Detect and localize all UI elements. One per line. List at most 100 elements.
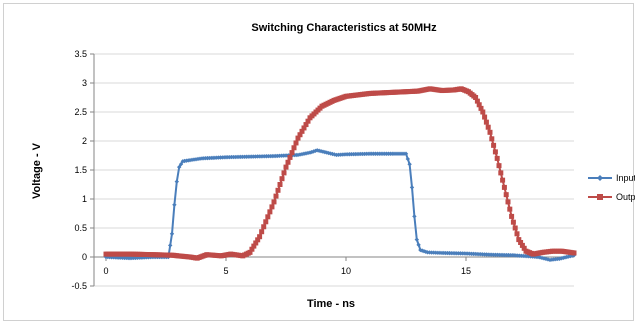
data-point — [277, 182, 283, 187]
data-point — [169, 231, 175, 236]
data-point — [174, 179, 179, 184]
data-point — [271, 199, 277, 205]
data-point — [487, 129, 493, 135]
x-tick-label: 10 — [341, 266, 351, 276]
data-point — [571, 250, 577, 256]
legend: Input Output — [588, 173, 635, 202]
data-point — [257, 234, 263, 240]
legend-marker-output — [597, 194, 603, 200]
chart-title: Switching Characteristics at 50MHz — [251, 22, 437, 34]
plot-area — [103, 86, 577, 263]
data-point — [570, 253, 575, 258]
data-point — [496, 163, 502, 169]
data-point — [566, 254, 571, 259]
data-point — [483, 119, 489, 125]
data-point — [509, 213, 515, 219]
y-tick-label: 1 — [82, 194, 87, 204]
data-point — [285, 159, 291, 165]
data-point — [519, 242, 525, 248]
x-tick-label: 5 — [223, 266, 228, 276]
data-point — [414, 237, 419, 242]
data-point — [514, 231, 520, 237]
data-point — [287, 154, 293, 160]
data-point — [249, 246, 255, 252]
data-point — [191, 157, 197, 162]
data-point — [409, 185, 415, 190]
data-point — [275, 187, 281, 193]
y-tick-label: 0.5 — [74, 223, 87, 233]
data-point — [283, 164, 289, 170]
data-point — [330, 151, 335, 157]
data-point — [521, 245, 527, 251]
data-point — [172, 202, 177, 207]
data-point — [489, 136, 495, 142]
data-point — [494, 155, 500, 161]
data-point — [559, 256, 564, 261]
data-point — [485, 124, 491, 130]
data-point — [281, 170, 287, 176]
data-point — [423, 249, 428, 254]
y-tick-label: 2.5 — [74, 107, 87, 117]
x-tick-label: 0 — [103, 266, 108, 276]
data-point — [405, 156, 410, 162]
x-tick-labels: 0 5 10 15 — [103, 266, 471, 276]
data-point — [273, 193, 279, 199]
data-point — [305, 118, 311, 124]
data-point — [297, 132, 303, 138]
y-axis-label: Voltage - V — [31, 142, 43, 199]
data-point — [474, 98, 480, 104]
y-tick-label: 0 — [82, 252, 87, 262]
data-point — [267, 209, 273, 215]
data-point — [197, 156, 203, 161]
series-output — [103, 86, 577, 261]
data-point — [279, 176, 285, 182]
data-point — [498, 170, 504, 176]
data-point — [247, 249, 253, 255]
data-point — [503, 192, 509, 198]
data-point — [168, 243, 173, 248]
data-point — [259, 229, 265, 235]
data-point — [482, 114, 488, 120]
data-point — [518, 240, 524, 245]
data-point — [295, 135, 301, 141]
data-point — [299, 151, 305, 157]
data-point — [500, 177, 506, 183]
data-point — [291, 145, 297, 151]
data-point — [189, 157, 195, 163]
data-point — [505, 199, 511, 205]
data-point — [265, 214, 271, 220]
data-point — [557, 256, 562, 261]
data-point — [516, 237, 522, 243]
data-point — [416, 242, 421, 248]
legend-marker-input — [597, 175, 603, 181]
data-point — [305, 150, 311, 156]
data-point — [403, 151, 409, 156]
y-tick-label: 2 — [82, 136, 87, 146]
data-point — [412, 214, 417, 219]
data-point — [407, 162, 412, 167]
data-point — [178, 162, 184, 167]
data-point — [561, 255, 566, 261]
legend-label-output: Output — [616, 192, 635, 202]
chart-svg: Switching Characteristics at 50MHz -0.5 0… — [31, 22, 635, 310]
y-tick-label: 1.5 — [74, 165, 87, 175]
data-point — [480, 109, 486, 115]
data-point — [261, 224, 267, 230]
y-tick-label: 3 — [82, 78, 87, 88]
data-point — [320, 149, 326, 154]
gridlines — [94, 53, 574, 287]
data-point — [299, 128, 305, 134]
data-point — [478, 105, 484, 111]
legend-label-input: Input — [616, 173, 635, 183]
series-line-output — [106, 87, 575, 260]
data-point — [251, 243, 257, 249]
data-point — [492, 149, 498, 155]
data-point — [476, 102, 482, 108]
data-point — [269, 204, 275, 210]
data-point — [510, 219, 516, 225]
chart-frame: Switching Characteristics at 50MHz -0.5 0… — [3, 3, 635, 321]
data-point — [512, 225, 518, 231]
data-point — [263, 219, 269, 225]
y-tick-label: -0.5 — [71, 281, 87, 291]
data-point — [289, 150, 295, 156]
